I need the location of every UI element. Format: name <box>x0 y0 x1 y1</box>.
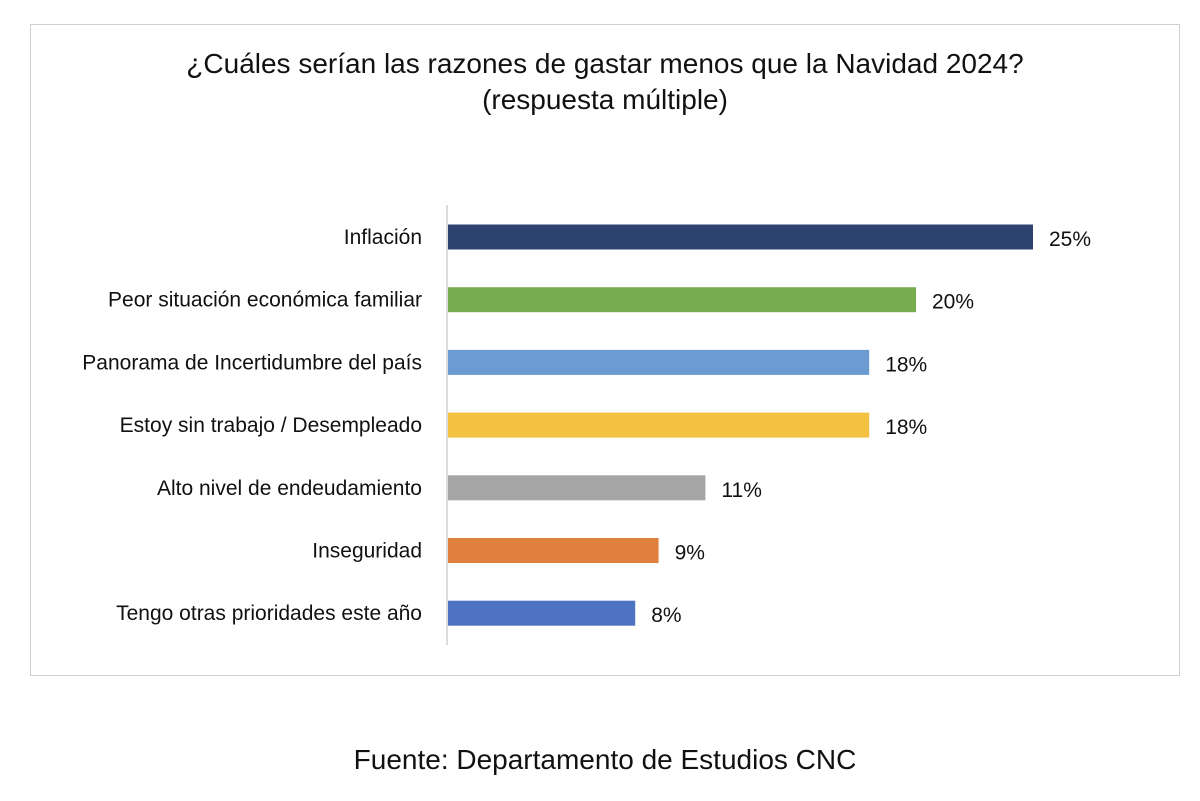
bar <box>448 349 870 375</box>
value-label: 11% <box>721 479 761 502</box>
category-label: Tengo otras prioridades este año <box>116 602 422 625</box>
bar <box>448 538 659 563</box>
value-label: 9% <box>675 542 705 565</box>
category-label: Peor situación económica familiar <box>108 289 422 312</box>
bar <box>448 600 636 626</box>
category-label: Alto nivel de endeudamiento <box>157 477 422 500</box>
bar <box>448 412 870 438</box>
bar <box>448 224 1033 250</box>
bar <box>448 475 706 501</box>
category-label: Estoy sin trabajo / Desempleado <box>120 414 422 437</box>
value-label: 8% <box>651 604 681 627</box>
category-label: Inseguridad <box>312 540 422 563</box>
category-label: Inflación <box>344 226 422 249</box>
value-label: 18% <box>885 416 927 439</box>
category-label: Panorama de Incertidumbre del país <box>82 351 422 374</box>
value-label: 20% <box>932 291 974 314</box>
value-label: 25% <box>1049 228 1091 251</box>
chart-title: ¿Cuáles serían las razones de gastar men… <box>186 48 1024 79</box>
bar <box>448 287 916 313</box>
value-label: 18% <box>885 353 927 376</box>
chart-subtitle: (respuesta múltiple) <box>482 84 728 115</box>
source-note: Fuente: Departamento de Estudios CNC <box>353 744 857 775</box>
